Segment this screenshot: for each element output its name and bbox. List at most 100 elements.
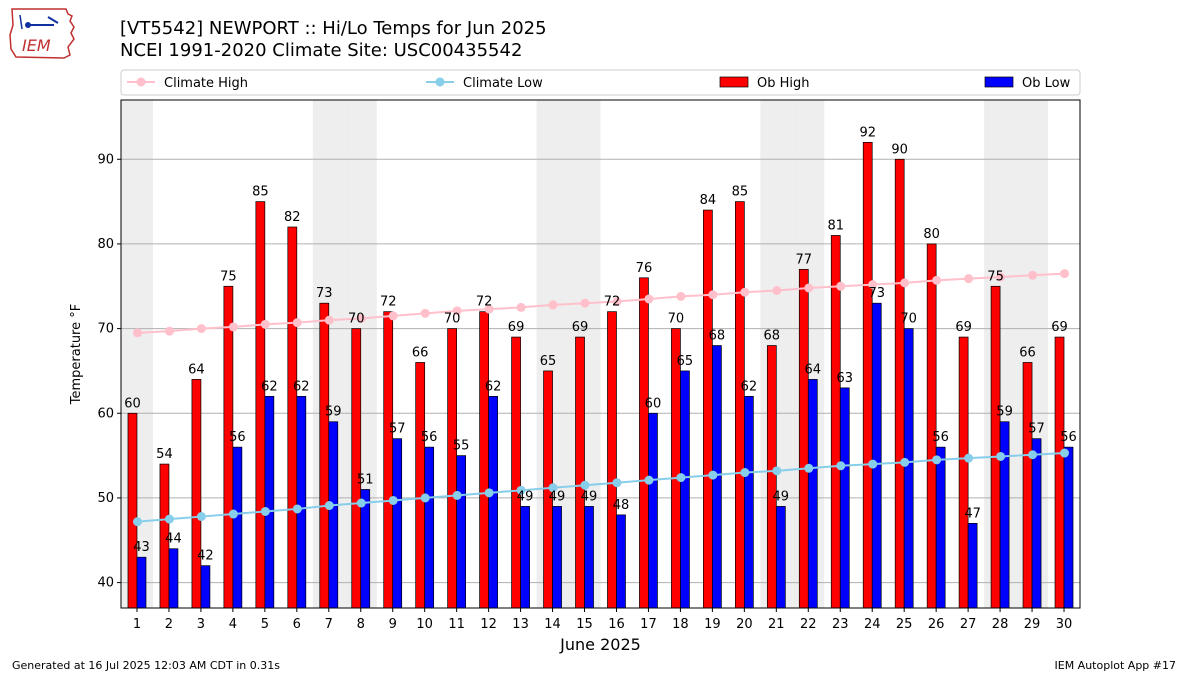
ob-low-label: 59 (325, 405, 342, 420)
climate-high-point (868, 280, 878, 290)
ob-high-label: 66 (1019, 345, 1036, 360)
ob-low-label: 56 (229, 430, 246, 445)
ob-low-bar (680, 370, 690, 609)
climate-high-point (900, 278, 910, 288)
x-tick-label: 25 (896, 617, 913, 632)
ob-high-label: 60 (124, 396, 141, 411)
climate-low-point (196, 512, 206, 522)
ob-high-bar (351, 328, 362, 609)
ob-high-label: 54 (156, 447, 173, 462)
climate-high-point (676, 291, 686, 301)
ob-low-bar (967, 522, 978, 609)
x-tick-label: 5 (261, 617, 269, 632)
ob-high-label: 80 (923, 227, 940, 242)
logo-text: IEM (22, 36, 51, 55)
ob-low-label: 43 (133, 540, 150, 555)
x-tick-label: 16 (608, 617, 625, 632)
climate-high-point (420, 308, 430, 318)
ob-low-bar (488, 395, 498, 609)
ob-low-label: 63 (836, 371, 853, 386)
ob-low-bar (136, 556, 147, 609)
ob-low-bar (616, 514, 626, 609)
climate-low-point (644, 475, 654, 485)
climate-high-point (324, 315, 334, 325)
ob-high-bar (990, 285, 1001, 609)
iem-logo: IEM (9, 8, 75, 59)
climate-low-point (676, 473, 686, 483)
climate-low-point (484, 488, 494, 498)
x-tick-label: 8 (357, 617, 365, 632)
ob-high-bar (607, 311, 617, 609)
ob-low-bar (1031, 438, 1042, 609)
ob-high-label: 69 (508, 320, 525, 335)
climate-low-point (228, 509, 238, 519)
x-tick-label: 20 (736, 617, 753, 632)
x-tick-label: 21 (768, 617, 785, 632)
ob-high-label: 69 (955, 320, 972, 335)
ob-low-label: 42 (197, 549, 214, 564)
ob-low-label: 64 (805, 362, 822, 377)
x-tick-label: 24 (864, 617, 881, 632)
legend-ob-low-label: Ob Low (1022, 76, 1071, 91)
ob-low-label: 49 (549, 489, 566, 504)
ob-low-label: 51 (357, 472, 374, 487)
climate-high-point (164, 326, 174, 336)
climate-low-point (804, 463, 814, 473)
y-tick-label: 40 (97, 576, 114, 591)
ob-low-bar (903, 328, 914, 609)
chart-subtitle: NCEI 1991-2020 Climate Site: USC00435542 (120, 40, 523, 61)
ob-low-label: 44 (165, 532, 182, 547)
y-tick-label: 90 (97, 152, 114, 167)
climate-high-point (772, 286, 782, 295)
climate-high-point (836, 281, 846, 291)
ob-low-bar (232, 446, 243, 609)
y-tick-label: 80 (97, 237, 114, 252)
x-tick-label: 9 (389, 617, 397, 632)
x-tick-label: 13 (512, 617, 529, 632)
ob-high-label: 69 (572, 320, 589, 335)
ob-high-bar (734, 201, 745, 609)
x-tick-label: 19 (704, 617, 721, 632)
ob-high-bar (639, 277, 649, 609)
ob-high-label: 70 (348, 312, 365, 327)
ob-low-bar (392, 438, 403, 609)
ob-high-label: 76 (636, 261, 653, 276)
climate-high-point (804, 283, 814, 293)
climate-low-point (260, 506, 270, 516)
climate-high-point (548, 300, 558, 310)
ob-high-label: 65 (540, 354, 557, 369)
legend-ob-low-swatch (984, 76, 1014, 88)
climate-low-point (420, 493, 430, 503)
climate-high-point (708, 290, 718, 300)
ob-low-bar (648, 412, 658, 609)
ob-high-label: 72 (380, 295, 397, 310)
ob-high-bar (127, 412, 138, 609)
legend-climate-low-label: Climate Low (463, 76, 543, 91)
climate-low-point (324, 501, 334, 511)
climate-high-point (612, 297, 622, 307)
ob-high-bar (415, 362, 426, 609)
climate-high-point (132, 328, 142, 338)
climate-high-point (228, 322, 238, 332)
climate-high-point (452, 306, 462, 316)
ob-high-bar (1054, 336, 1065, 609)
x-tick-label: 4 (229, 617, 237, 632)
ob-high-bar (255, 201, 266, 609)
ob-low-bar (935, 446, 946, 609)
ob-high-label: 72 (604, 295, 621, 310)
ob-high-bar (894, 158, 905, 609)
ob-high-bar (671, 328, 681, 609)
ob-low-label: 49 (581, 489, 598, 504)
ob-high-label: 92 (859, 125, 876, 140)
climate-low-point (900, 457, 910, 467)
climate-high-point (484, 304, 494, 314)
legend-climate-high-label: Climate High (164, 76, 248, 91)
climate-high-point (580, 298, 590, 308)
climate-high-point (292, 318, 302, 328)
ob-high-label: 64 (188, 362, 205, 377)
ob-high-bar (191, 379, 202, 609)
x-tick-label: 10 (416, 617, 433, 632)
app-footer: IEM Autoplot App #17 (1054, 659, 1177, 672)
ob-high-label: 85 (252, 185, 269, 200)
